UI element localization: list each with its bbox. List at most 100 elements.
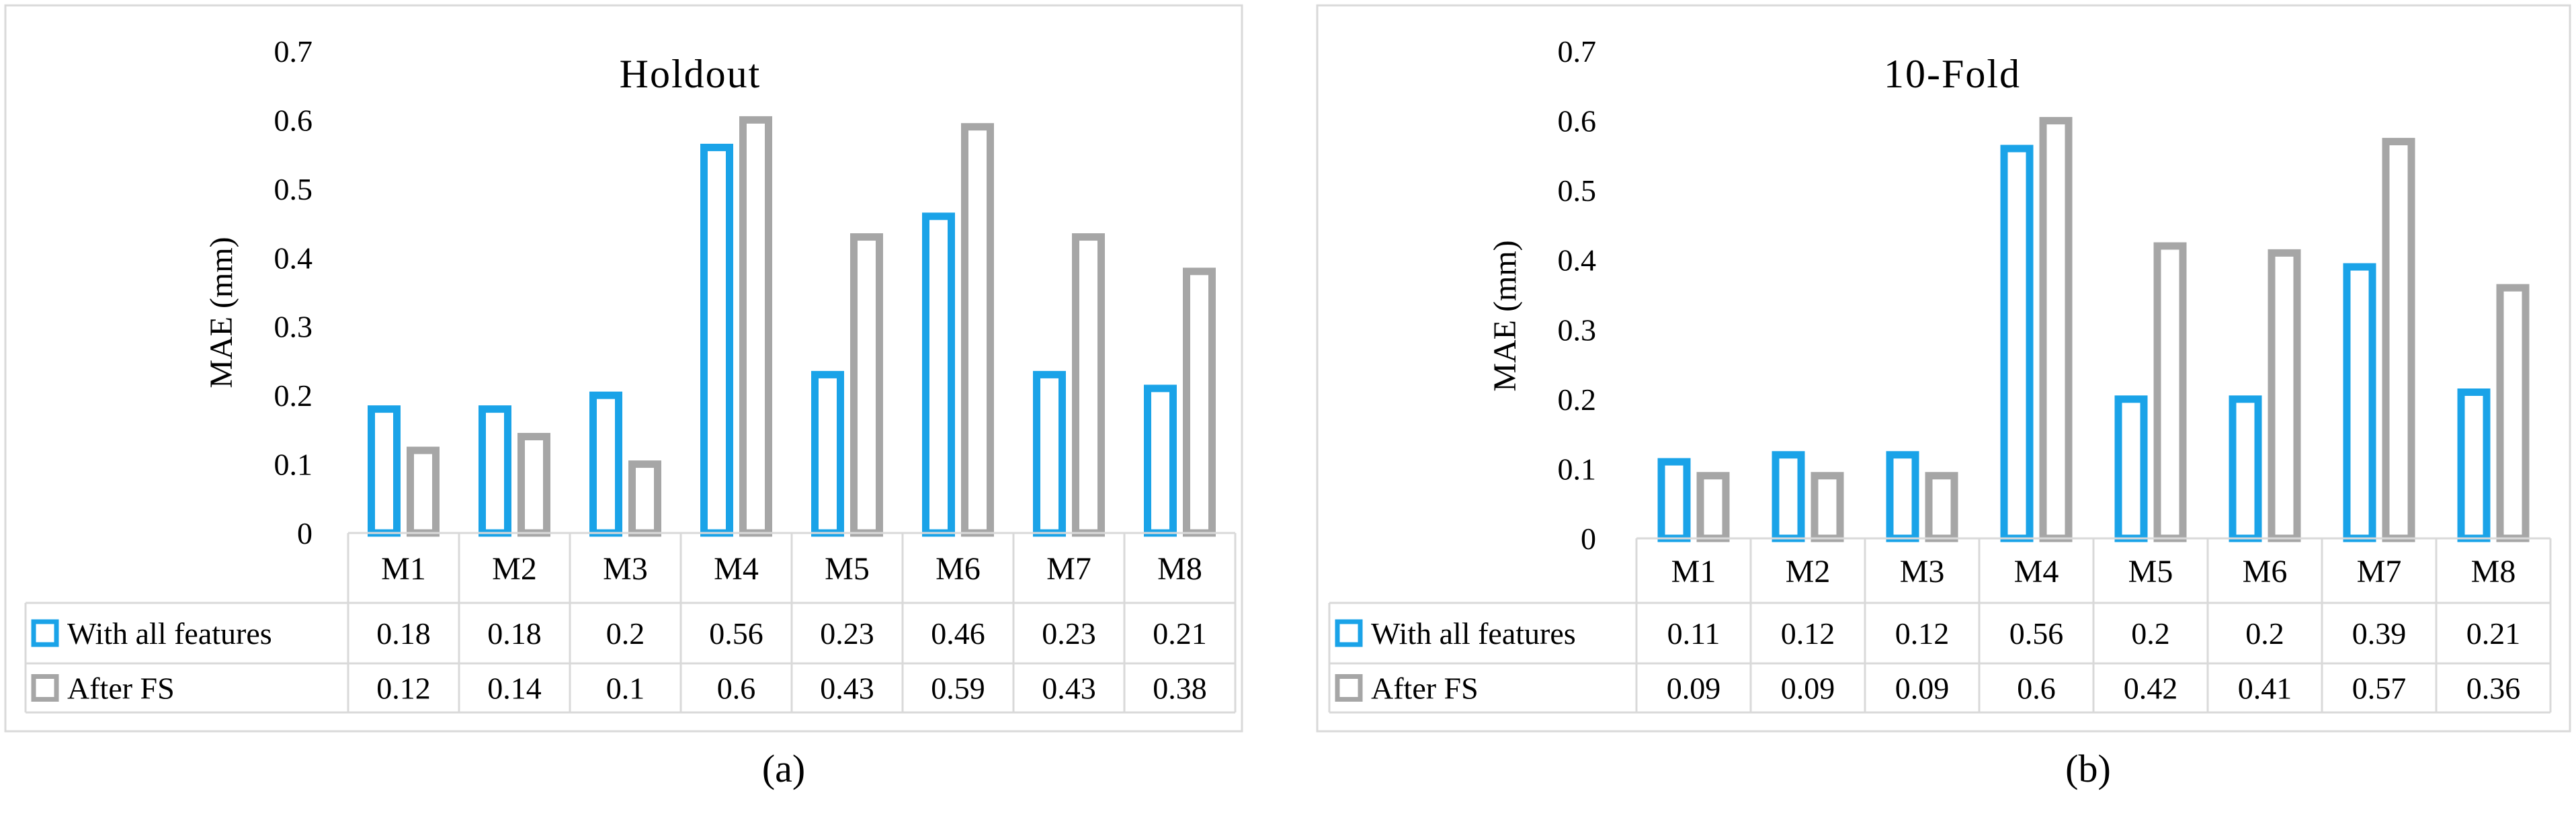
bar-after-fs-m5 [850, 233, 883, 537]
x-tick-label: M4 [2014, 554, 2059, 589]
bar-with-all-features-m3 [1886, 451, 1919, 542]
chart-frame [4, 4, 1243, 733]
x-tick-label: M2 [1786, 554, 1831, 589]
x-tick-label: M3 [1900, 554, 1945, 589]
x-tick-label: M5 [2128, 554, 2173, 589]
bar-with-all-features-m2 [479, 405, 511, 537]
x-tick-label: M8 [1157, 551, 1202, 587]
y-tick-label: 0.6 [1558, 104, 1597, 138]
bars [1657, 117, 2530, 542]
bar-with-all-features-m4 [2000, 145, 2034, 542]
x-tick-label: M7 [2357, 554, 2402, 589]
y-axis-label: MAE (mm) [1487, 240, 1523, 391]
bar-with-all-features-m6 [2229, 395, 2262, 542]
bar-with-all-features-m5 [2114, 395, 2148, 542]
data-table-value: 0.46 [931, 616, 985, 651]
data-table-value: 0.59 [931, 671, 985, 706]
y-tick-label: 0.5 [1558, 173, 1597, 208]
y-tick-label: 0.6 [274, 103, 313, 137]
legend-label: With all features [67, 616, 272, 651]
x-tick-label: M8 [2471, 554, 2516, 589]
y-tick-label: 0.7 [274, 34, 313, 69]
data-table-value: 0.42 [2124, 671, 2178, 706]
bar-with-all-features-m7 [2343, 263, 2376, 542]
data-table-value: 0.36 [2466, 671, 2521, 706]
legend-label: After FS [1371, 671, 1479, 706]
chart-frame [1316, 4, 2571, 733]
x-tick-label: M1 [381, 551, 426, 587]
chart-title: 10-Fold [1884, 52, 2021, 96]
data-table-value: 0.12 [1781, 616, 1835, 651]
bar-after-fs-m7 [2382, 138, 2415, 542]
chart-panel-holdout: Holdout MAE (mm) 00.10.20.30.40.50.60.7 … [4, 4, 1243, 790]
data-table-value: 0.56 [709, 616, 763, 651]
x-tick-label: M3 [603, 551, 648, 587]
bar-after-fs-m1 [407, 446, 440, 537]
x-tick-label: M1 [1671, 554, 1716, 589]
y-axis-label: MAE (mm) [204, 237, 239, 388]
bars [368, 116, 1216, 537]
bar-with-all-features-m2 [1772, 451, 1805, 542]
data-table-value: 0.18 [376, 616, 431, 651]
legend-swatch-after-fs [1335, 674, 1363, 702]
y-axis-ticks: 0 0.1 0.2 0.3 0.4 0.5 0.6 0.7 [274, 34, 313, 550]
data-table-value: 0.23 [820, 616, 874, 651]
bar-with-all-features-m6 [922, 212, 955, 537]
chart-title: Holdout [620, 52, 761, 96]
y-tick-label: 0.3 [1558, 313, 1597, 347]
y-tick-label: 0.1 [274, 448, 313, 482]
y-tick-label: 0.1 [1558, 452, 1597, 486]
bar-after-fs-m6 [961, 123, 994, 537]
bar-after-fs-m5 [2153, 242, 2187, 542]
data-table-value: 0.2 [2245, 616, 2284, 651]
x-tick-label: M6 [936, 551, 981, 587]
x-tick-label: M2 [492, 551, 537, 587]
bar-with-all-features-m3 [589, 391, 622, 537]
data-table-value: 0.38 [1153, 671, 1207, 706]
y-tick-label: 0.2 [274, 378, 313, 413]
bar-after-fs-m4 [2039, 117, 2073, 542]
bar-with-all-features-m5 [811, 370, 844, 537]
bar-after-fs-m8 [2496, 284, 2530, 542]
x-tick-label: M4 [714, 551, 759, 587]
y-tick-label: 0.5 [274, 172, 313, 206]
data-table-value: 0.21 [1153, 616, 1207, 651]
y-tick-label: 0.4 [1558, 243, 1597, 278]
data-table-value: 0.43 [1042, 671, 1096, 706]
x-tick-label: M6 [2243, 554, 2288, 589]
data-table-value: 0.2 [606, 616, 645, 651]
data-table: M1 M2 M3 M4 M5 M6 M7 M8 With all features 0.11 0.1… [1328, 537, 2552, 714]
bar-after-fs-m3 [628, 460, 661, 537]
y-tick-label: 0.2 [1558, 382, 1597, 417]
bar-after-fs-m3 [1925, 472, 1958, 542]
bar-after-fs-m2 [1811, 472, 1844, 542]
data-table-value: 0.14 [487, 671, 542, 706]
bar-after-fs-m8 [1183, 268, 1216, 537]
data-table-value: 0.43 [820, 671, 874, 706]
y-tick-label: 0.7 [1558, 34, 1597, 69]
panel-label: (b) [2065, 747, 2111, 790]
data-table-value: 0.12 [1895, 616, 1950, 651]
data-table-value: 0.09 [1781, 671, 1835, 706]
bar-after-fs-m2 [517, 433, 550, 537]
data-table-value: 0.56 [2009, 616, 2064, 651]
data-table-value: 0.21 [2466, 616, 2521, 651]
legend-label: With all features [1371, 616, 1576, 651]
bar-with-all-features-m8 [2457, 388, 2491, 542]
legend-swatch-with-all-features [31, 619, 59, 647]
legend-label: After FS [67, 671, 175, 706]
data-table-value: 0.2 [2131, 616, 2170, 651]
bar-after-fs-m4 [739, 116, 772, 537]
data-table-value: 0.39 [2352, 616, 2407, 651]
bar-after-fs-m1 [1696, 472, 1730, 542]
bar-with-all-features-m8 [1144, 384, 1177, 537]
data-table-value: 0.1 [606, 671, 645, 706]
y-tick-label: 0.4 [274, 241, 313, 275]
y-tick-label: 0 [297, 516, 313, 550]
data-table-value: 0.57 [2352, 671, 2407, 706]
data-table-value: 0.23 [1042, 616, 1096, 651]
data-table-value: 0.09 [1895, 671, 1950, 706]
y-axis-ticks: 0 0.1 0.2 0.3 0.4 0.5 0.6 0.7 [1558, 34, 1597, 556]
panel-label: (a) [762, 747, 805, 790]
